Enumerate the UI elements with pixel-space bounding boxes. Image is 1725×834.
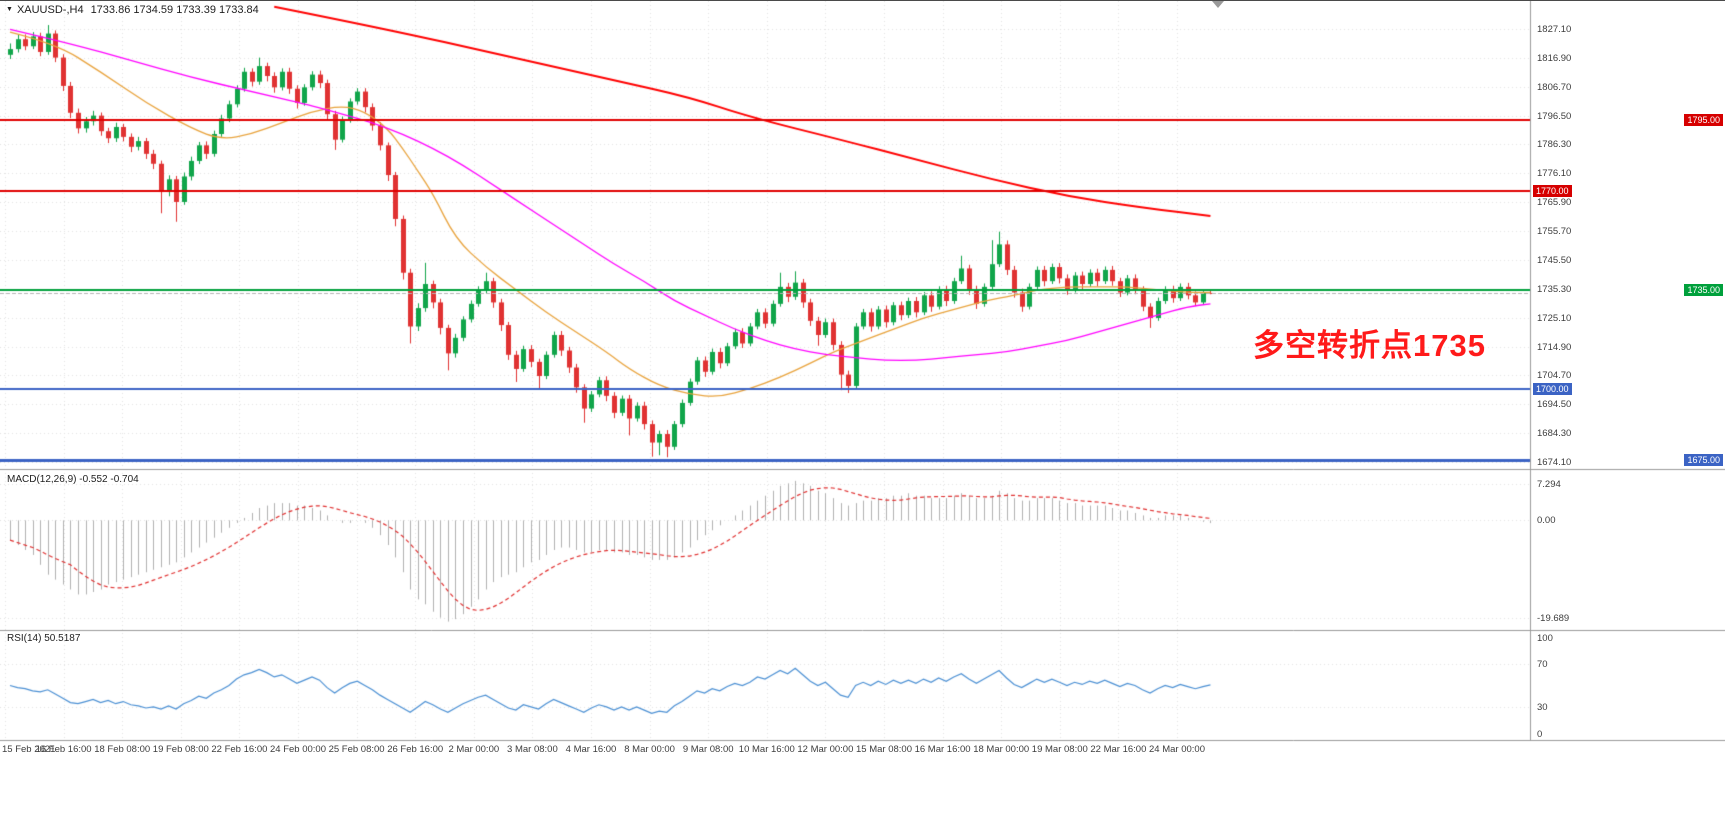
chart-plot-area[interactable] xyxy=(0,1,1725,834)
mt4-chart-window: ▼ XAUUSD-,H4 1733.86 1734.59 1733.39 1733.… xyxy=(0,0,1725,834)
